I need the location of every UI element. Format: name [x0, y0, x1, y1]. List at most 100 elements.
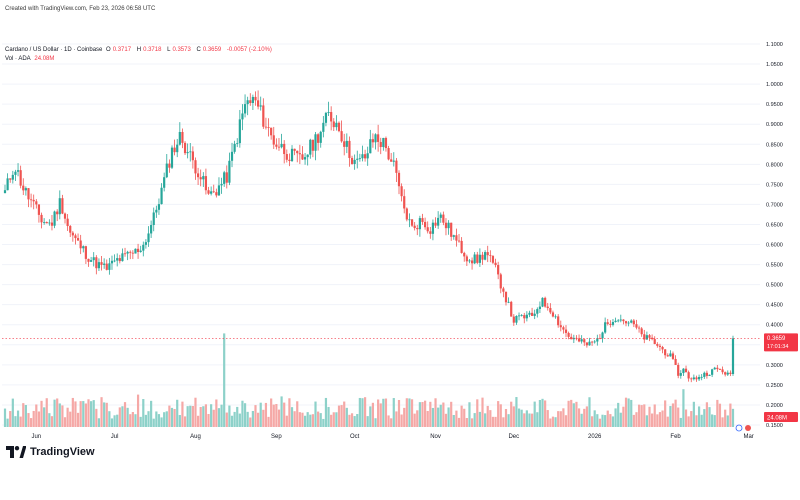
volume-bar: [437, 407, 440, 427]
volume-bar: [470, 418, 474, 427]
y-tick-label: 1.0000: [766, 82, 783, 88]
volume-bar: [272, 404, 275, 427]
candle-body: [257, 100, 260, 107]
candle-body: [418, 218, 421, 230]
candle-body: [303, 157, 307, 160]
candle-body: [549, 308, 552, 313]
candle-body: [207, 190, 210, 194]
volume-bar: [340, 405, 343, 427]
volume-bar: [280, 396, 283, 427]
volume-bar: [330, 414, 333, 427]
tradingview-logo-icon: [6, 446, 26, 458]
candle-body: [324, 112, 328, 123]
volume-bar: [528, 413, 531, 427]
tradingview-logo[interactable]: TradingView: [6, 446, 95, 458]
candle-body: [437, 217, 440, 226]
candle-body: [264, 126, 268, 128]
candle-body: [478, 254, 481, 263]
candle-body: [494, 262, 497, 266]
volume-bar: [170, 407, 174, 427]
candle-body: [619, 319, 622, 321]
volume-bar: [403, 407, 406, 427]
volume-bar: [708, 407, 711, 427]
volume-bar: [729, 403, 732, 427]
volume-bar: [301, 412, 304, 427]
candle-body: [421, 218, 424, 222]
candle-body: [298, 153, 301, 155]
volume-bar: [585, 406, 588, 427]
volume-bar: [452, 415, 455, 427]
volume-bar: [473, 413, 476, 427]
volume-bar: [549, 418, 552, 427]
volume-bar: [19, 416, 22, 427]
volume-bar: [29, 418, 33, 427]
candle-body: [677, 364, 680, 376]
volume-bar: [163, 412, 166, 427]
volume-bar: [601, 414, 604, 427]
candle-body: [84, 246, 87, 259]
candle-body: [416, 228, 419, 230]
symbol-title: Cardano / US Dollar · 1D · Coinbase: [5, 47, 103, 53]
candle-body: [233, 143, 236, 152]
candle-body: [379, 141, 382, 148]
volume-bar: [705, 402, 709, 427]
volume-bar: [110, 418, 114, 427]
volume-bar: [653, 404, 656, 427]
ohlc-change: -0.0057 (-2.10%): [226, 47, 272, 53]
volume-bar: [442, 402, 445, 427]
candle-body: [136, 248, 140, 252]
candle-body: [390, 159, 393, 162]
volume-bar: [640, 405, 643, 427]
volume-bar: [76, 412, 80, 427]
volume-bar: [517, 408, 521, 427]
volume-bar: [439, 404, 442, 427]
candle-body: [585, 342, 588, 346]
volume-bar: [520, 409, 523, 427]
candle-body: [570, 336, 573, 340]
candle-body: [165, 163, 168, 178]
y-tick-label: 1.0500: [766, 62, 783, 68]
candle-body: [270, 127, 273, 136]
candle-body: [108, 263, 111, 270]
volume-bar: [697, 406, 701, 427]
candle-body: [403, 196, 406, 209]
candle-body: [447, 222, 450, 229]
candle-body: [254, 96, 257, 101]
candle-body: [658, 345, 662, 347]
candle-body: [40, 214, 43, 223]
candle-body: [353, 159, 356, 164]
candle-body: [470, 260, 474, 264]
volume-bar: [598, 418, 602, 427]
volume-bar: [66, 407, 69, 427]
volume-bar: [58, 403, 61, 427]
volume-bar: [494, 416, 497, 427]
volume-bar: [413, 413, 416, 427]
candle-body: [510, 301, 513, 317]
candle-body: [635, 324, 638, 328]
volume-bar: [74, 401, 77, 427]
volume-bar: [144, 414, 148, 427]
candle-body: [400, 186, 403, 197]
candle-body: [515, 316, 518, 323]
volume-bar: [611, 416, 615, 427]
candle-body: [463, 252, 466, 257]
candle-body: [392, 160, 395, 162]
volume-bar: [450, 401, 453, 427]
volume-bar: [363, 397, 367, 427]
ohlc-high: H 0.3718: [136, 47, 162, 53]
volume-bar: [40, 400, 43, 427]
x-tick-label: Feb: [670, 434, 681, 440]
volume-bar: [243, 403, 247, 427]
volume-bar: [648, 406, 651, 427]
candle-body: [413, 225, 416, 229]
volume-bar: [298, 412, 301, 427]
candle-body: [259, 105, 262, 107]
volume-bar: [577, 408, 581, 427]
volume-bar: [609, 414, 612, 427]
volume-bar: [223, 333, 226, 427]
volume-bar: [225, 412, 228, 427]
candle-body: [228, 160, 231, 183]
volume-bar: [87, 399, 90, 427]
candle-body: [32, 199, 35, 202]
